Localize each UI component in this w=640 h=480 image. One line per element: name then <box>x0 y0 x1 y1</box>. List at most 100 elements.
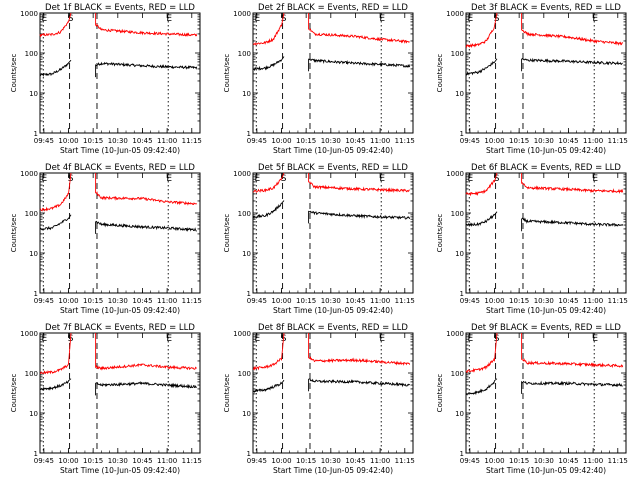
y-tick-label: 1 <box>247 130 251 138</box>
y-tick-label: 10 <box>455 250 464 258</box>
series-lld-before <box>253 172 285 193</box>
x-axis-label: Start Time (10-Jun-05 09:42:40) <box>486 466 606 475</box>
series-events-after <box>521 57 623 72</box>
series-events-before <box>465 58 498 76</box>
x-tick-label: 10:15 <box>296 137 316 145</box>
marker-label-e: E <box>166 334 172 344</box>
x-tick-label: 11:00 <box>157 457 177 465</box>
x-tick-label: 10:00 <box>58 457 78 465</box>
x-tick-label: 10:45 <box>345 137 365 145</box>
x-tick-label: 09:45 <box>247 457 267 465</box>
marker-label-s: S <box>68 14 74 24</box>
panel-title: Det 4f BLACK = Events, RED = LLD <box>45 163 195 173</box>
marker-label-e: E <box>254 174 260 184</box>
x-tick-label: 11:15 <box>395 457 415 465</box>
x-tick-label: 10:00 <box>271 297 291 305</box>
y-tick-label: 100 <box>238 210 251 218</box>
series-lld-after <box>95 333 197 371</box>
marker-label-e: E <box>592 14 598 24</box>
marker-label-s: S <box>281 14 287 24</box>
series-events-before <box>252 56 285 72</box>
series-events-after <box>95 61 198 78</box>
panel-title: Det 1f BLACK = Events, RED = LLD <box>45 3 195 13</box>
x-tick-label: 10:30 <box>321 457 341 465</box>
series-lld-after <box>95 173 198 206</box>
y-axis-label: Counts/sec <box>10 374 18 413</box>
y-tick-label: 1 <box>34 290 38 298</box>
y-tick-label: 100 <box>238 370 251 378</box>
marker-label-e: E <box>379 334 385 344</box>
x-tick-label: 11:15 <box>608 457 628 465</box>
x-tick-label: 09:45 <box>34 137 54 145</box>
x-tick-label: 10:30 <box>321 297 341 305</box>
series-lld-before <box>465 172 498 197</box>
marker-label-e: E <box>166 14 172 24</box>
marker-label-e: E <box>379 14 385 24</box>
detector-panel-3: Det 3f BLACK = Events, RED = LLD 1 10 100 10… <box>436 3 628 155</box>
series-lld-before <box>252 332 285 371</box>
y-tick-label: 1 <box>460 130 464 138</box>
series-lld-before <box>39 332 72 375</box>
y-tick-label: 1 <box>34 130 38 138</box>
series-events-after <box>308 377 411 392</box>
plot-frame <box>465 12 627 134</box>
series-events-before <box>465 378 498 396</box>
y-tick-label: 1000 <box>233 170 251 178</box>
panel-title: Det 8f BLACK = Events, RED = LLD <box>258 323 408 333</box>
x-tick-label: 10:00 <box>484 137 504 145</box>
y-tick-label: 100 <box>451 370 464 378</box>
marker-label-s: S <box>281 174 287 184</box>
y-tick-label: 100 <box>25 370 38 378</box>
x-tick-label: 11:00 <box>583 457 603 465</box>
series-lld-before <box>465 332 498 374</box>
y-tick-label: 100 <box>25 50 38 58</box>
y-axis-label: Counts/sec <box>10 214 18 253</box>
marker-label-s: S <box>494 14 500 24</box>
detector-panel-9: Det 9f BLACK = Events, RED = LLD 1 10 100 10… <box>436 323 628 475</box>
x-tick-label: 10:30 <box>534 297 554 305</box>
x-tick-label: 10:45 <box>132 457 152 465</box>
y-tick-label: 10 <box>455 90 464 98</box>
y-tick-label: 100 <box>25 210 38 218</box>
y-axis-label: Counts/sec <box>436 214 444 253</box>
x-axis-label: Start Time (10-Jun-05 09:42:40) <box>486 146 606 155</box>
y-tick-label: 100 <box>238 50 251 58</box>
plot-frame <box>252 172 414 294</box>
y-tick-label: 1000 <box>446 170 464 178</box>
x-axis-label: Start Time (10-Jun-05 09:42:40) <box>60 306 180 315</box>
y-tick-label: 10 <box>455 410 464 418</box>
x-tick-label: 09:45 <box>34 457 54 465</box>
marker-label-e: E <box>166 174 172 184</box>
marker-label-e: E <box>254 334 260 344</box>
plot-frame <box>39 12 201 134</box>
x-tick-label: 11:15 <box>182 137 202 145</box>
x-tick-label: 10:45 <box>345 457 365 465</box>
x-axis-label: Start Time (10-Jun-05 09:42:40) <box>273 146 393 155</box>
x-tick-label: 11:00 <box>370 137 390 145</box>
series-lld-after <box>521 173 624 194</box>
x-tick-label: 10:45 <box>558 297 578 305</box>
x-tick-label: 10:30 <box>534 137 554 145</box>
detector-panel-6: Det 6f BLACK = Events, RED = LLD 1 10 100 10… <box>436 163 628 315</box>
x-tick-label: 10:00 <box>58 297 78 305</box>
y-tick-label: 1 <box>460 450 464 458</box>
series-events-before <box>252 200 285 220</box>
y-tick-label: 100 <box>451 210 464 218</box>
x-tick-label: 11:00 <box>583 297 603 305</box>
y-tick-label: 1000 <box>233 10 251 18</box>
detector-panel-4: Det 4f BLACK = Events, RED = LLD 1 10 100 10… <box>10 163 202 315</box>
y-tick-label: 1000 <box>233 330 251 338</box>
x-tick-label: 09:45 <box>247 137 267 145</box>
detector-panel-2: Det 2f BLACK = Events, RED = LLD 1 10 100 10… <box>223 3 415 155</box>
x-tick-label: 10:45 <box>558 137 578 145</box>
series-events-before <box>39 214 72 231</box>
x-tick-label: 10:45 <box>345 297 365 305</box>
x-tick-label: 11:00 <box>157 297 177 305</box>
x-tick-label: 10:30 <box>108 137 128 145</box>
detector-panel-7: Det 7f BLACK = Events, RED = LLD 1 10 100 10… <box>10 323 202 475</box>
marker-label-e: E <box>592 174 598 184</box>
x-tick-label: 10:00 <box>271 137 291 145</box>
x-tick-label: 10:30 <box>108 297 128 305</box>
x-tick-label: 10:30 <box>534 457 554 465</box>
